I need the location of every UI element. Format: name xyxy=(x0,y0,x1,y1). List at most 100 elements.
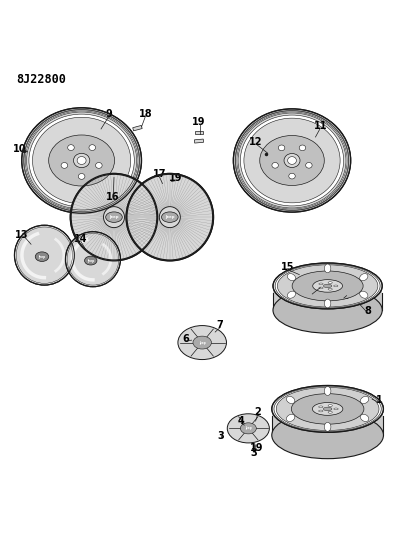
Text: 4: 4 xyxy=(237,416,244,426)
Ellipse shape xyxy=(311,402,342,415)
Text: 16: 16 xyxy=(106,192,119,202)
Circle shape xyxy=(126,173,213,261)
Text: 8J22800: 8J22800 xyxy=(16,73,66,86)
Text: Jeep: Jeep xyxy=(198,341,205,344)
Text: 19: 19 xyxy=(249,443,262,453)
Circle shape xyxy=(15,225,74,285)
Text: Jeep: Jeep xyxy=(109,215,118,219)
Ellipse shape xyxy=(272,263,381,309)
Ellipse shape xyxy=(324,299,330,308)
Circle shape xyxy=(103,207,124,228)
Circle shape xyxy=(70,173,157,261)
Ellipse shape xyxy=(327,282,331,284)
Ellipse shape xyxy=(333,285,337,287)
Ellipse shape xyxy=(287,291,295,298)
Circle shape xyxy=(159,207,180,228)
Ellipse shape xyxy=(312,280,342,292)
Text: 13: 13 xyxy=(15,230,28,240)
Ellipse shape xyxy=(324,386,330,395)
Ellipse shape xyxy=(286,414,294,422)
Ellipse shape xyxy=(192,336,211,349)
Ellipse shape xyxy=(240,115,343,206)
Polygon shape xyxy=(194,139,203,143)
Text: Jeep: Jeep xyxy=(244,426,251,430)
Polygon shape xyxy=(272,286,381,310)
Ellipse shape xyxy=(327,405,332,407)
Ellipse shape xyxy=(287,157,296,164)
Text: 9: 9 xyxy=(105,109,112,118)
Ellipse shape xyxy=(177,326,226,360)
Ellipse shape xyxy=(84,256,97,265)
Ellipse shape xyxy=(359,273,367,281)
Ellipse shape xyxy=(68,144,74,150)
Polygon shape xyxy=(194,131,203,134)
Text: 3: 3 xyxy=(249,448,256,458)
Text: 3: 3 xyxy=(217,431,224,441)
Text: 6: 6 xyxy=(182,334,189,344)
Ellipse shape xyxy=(240,423,256,434)
Ellipse shape xyxy=(243,118,339,203)
Text: 11: 11 xyxy=(313,120,326,131)
Ellipse shape xyxy=(22,108,141,213)
Ellipse shape xyxy=(324,264,330,273)
Ellipse shape xyxy=(271,412,382,459)
Ellipse shape xyxy=(259,135,324,185)
Ellipse shape xyxy=(273,386,380,431)
Ellipse shape xyxy=(78,174,85,179)
Text: 14: 14 xyxy=(74,234,87,244)
Polygon shape xyxy=(271,409,382,435)
Ellipse shape xyxy=(32,117,130,204)
Ellipse shape xyxy=(305,163,311,168)
Text: 15: 15 xyxy=(281,262,294,272)
Ellipse shape xyxy=(61,163,68,168)
Ellipse shape xyxy=(318,406,322,408)
Text: 7: 7 xyxy=(216,320,223,330)
Polygon shape xyxy=(343,292,348,302)
Text: 18: 18 xyxy=(336,290,350,301)
Text: Jeep: Jeep xyxy=(38,255,45,259)
Text: 19: 19 xyxy=(192,117,205,127)
Text: 5: 5 xyxy=(308,287,315,296)
Ellipse shape xyxy=(360,414,368,422)
Ellipse shape xyxy=(24,110,139,211)
Ellipse shape xyxy=(161,212,178,222)
Ellipse shape xyxy=(359,291,367,298)
Text: 18: 18 xyxy=(139,109,152,118)
Ellipse shape xyxy=(235,111,347,210)
Text: 17: 17 xyxy=(152,169,166,179)
Ellipse shape xyxy=(298,145,305,151)
Ellipse shape xyxy=(277,265,377,307)
Ellipse shape xyxy=(291,394,363,424)
Ellipse shape xyxy=(227,414,269,443)
Ellipse shape xyxy=(89,144,95,150)
Ellipse shape xyxy=(237,113,345,208)
Ellipse shape xyxy=(272,287,381,333)
Ellipse shape xyxy=(77,157,86,165)
Text: Jeep: Jeep xyxy=(165,215,174,219)
Text: 8: 8 xyxy=(364,306,371,316)
Polygon shape xyxy=(367,304,373,314)
Ellipse shape xyxy=(360,397,368,403)
Text: 10: 10 xyxy=(13,144,27,154)
Ellipse shape xyxy=(278,145,284,151)
Ellipse shape xyxy=(275,387,378,431)
Ellipse shape xyxy=(318,287,322,289)
Ellipse shape xyxy=(287,273,295,281)
Ellipse shape xyxy=(333,408,337,410)
Ellipse shape xyxy=(286,397,294,403)
Ellipse shape xyxy=(26,112,136,209)
Text: 19: 19 xyxy=(168,173,182,183)
Ellipse shape xyxy=(322,407,331,411)
Ellipse shape xyxy=(95,163,102,168)
Ellipse shape xyxy=(29,114,134,207)
Ellipse shape xyxy=(284,154,299,167)
Text: 12: 12 xyxy=(248,137,262,147)
Polygon shape xyxy=(132,125,142,131)
Ellipse shape xyxy=(35,252,49,262)
Ellipse shape xyxy=(318,410,322,412)
Ellipse shape xyxy=(73,154,90,168)
Ellipse shape xyxy=(233,109,350,212)
Ellipse shape xyxy=(323,284,331,288)
Ellipse shape xyxy=(288,173,294,179)
Ellipse shape xyxy=(291,271,362,301)
